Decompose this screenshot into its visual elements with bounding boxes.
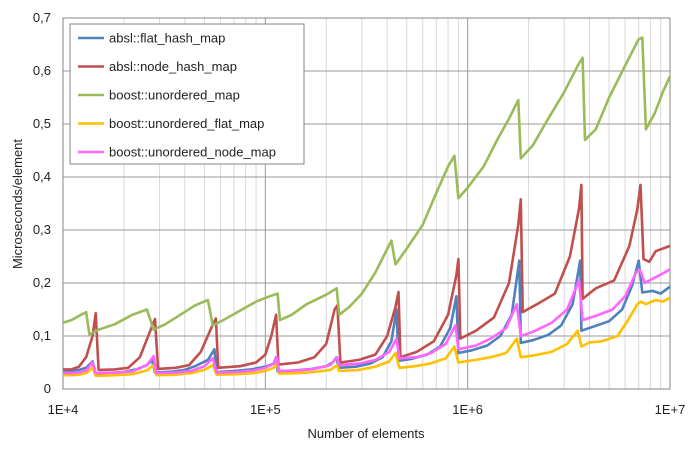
y-tick-label: 0,2 <box>33 275 51 290</box>
series-layer <box>62 36 672 378</box>
legend-label-5: boost::unordered_node_map <box>109 145 276 160</box>
series-line-5 <box>63 268 671 375</box>
legend-label-1: absl::flat_hash_map <box>109 31 225 46</box>
legend: absl::flat_hash_mapabsl::node_hash_mapbo… <box>69 23 305 165</box>
x-axis-title: Number of elements <box>307 426 425 441</box>
y-tick-label: 0,5 <box>33 116 51 131</box>
legend-box <box>69 23 305 165</box>
series-line-3 <box>62 36 672 336</box>
y-tick-label: 0 <box>44 381 51 396</box>
y-tick-label: 0,4 <box>33 169 51 184</box>
y-tick-label: 0,7 <box>33 10 51 25</box>
y-axis-title: Microseconds/element <box>10 139 25 269</box>
x-tick-label: 1E+4 <box>48 402 79 417</box>
legend-label-4: boost::unordered_flat_map <box>109 116 264 131</box>
legend-label-2: absl::node_hash_map <box>109 59 237 74</box>
x-tick-label: 1E+7 <box>655 402 686 417</box>
x-tick-labels: 1E+4 1E+5 1E+6 1E+7 <box>48 402 686 417</box>
legend-label-3: boost::unordered_map <box>109 88 240 103</box>
y-tick-label: 0,6 <box>33 63 51 78</box>
y-tick-label: 0,3 <box>33 222 51 237</box>
x-tick-label: 1E+6 <box>452 402 483 417</box>
x-tick-label: 1E+5 <box>250 402 281 417</box>
plot-frame <box>62 17 671 390</box>
y-tick-label: 0,1 <box>33 328 51 343</box>
y-tick-labels: 0 0,1 0,2 0,3 0,4 0,5 0,6 0,7 <box>33 10 51 396</box>
